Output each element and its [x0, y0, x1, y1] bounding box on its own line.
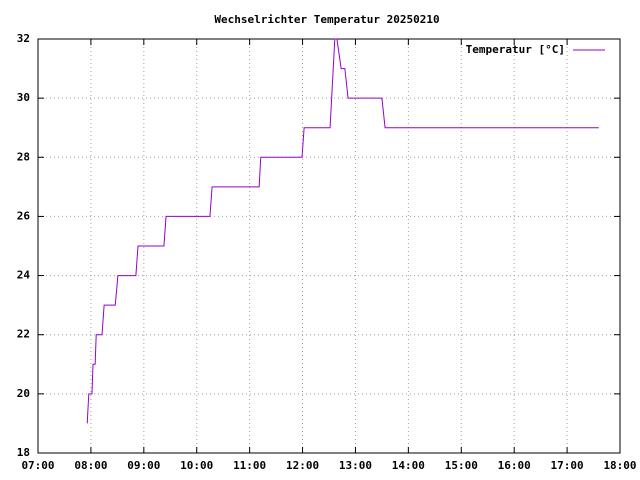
- y-tick-label: 30: [17, 91, 30, 104]
- x-tick-label: 18:00: [603, 459, 636, 472]
- x-tick-label: 10:00: [180, 459, 213, 472]
- y-tick-label: 26: [17, 209, 31, 222]
- x-tick-label: 07:00: [21, 459, 54, 472]
- y-tick-label: 28: [17, 150, 30, 163]
- y-tick-label: 24: [17, 269, 31, 282]
- x-tick-label: 13:00: [339, 459, 372, 472]
- x-tick-label: 14:00: [392, 459, 425, 472]
- x-tick-label: 11:00: [233, 459, 266, 472]
- x-tick-label: 08:00: [74, 459, 107, 472]
- x-tick-label: 15:00: [445, 459, 478, 472]
- plot-border: [37, 38, 621, 454]
- y-tick-label: 32: [17, 32, 30, 45]
- y-tick-label: 18: [17, 446, 30, 459]
- x-tick-label: 09:00: [127, 459, 160, 472]
- y-tick-label: 20: [17, 387, 30, 400]
- x-tick-label: 12:00: [286, 459, 319, 472]
- chart-title: Wechselrichter Temperatur 20250210: [214, 13, 439, 26]
- x-tick-label: 17:00: [551, 459, 584, 472]
- y-tick-label: 22: [17, 328, 30, 341]
- data-line: [86, 38, 599, 424]
- legend-label: Temperatur [°C]: [466, 43, 565, 56]
- x-tick-label: 16:00: [498, 459, 531, 472]
